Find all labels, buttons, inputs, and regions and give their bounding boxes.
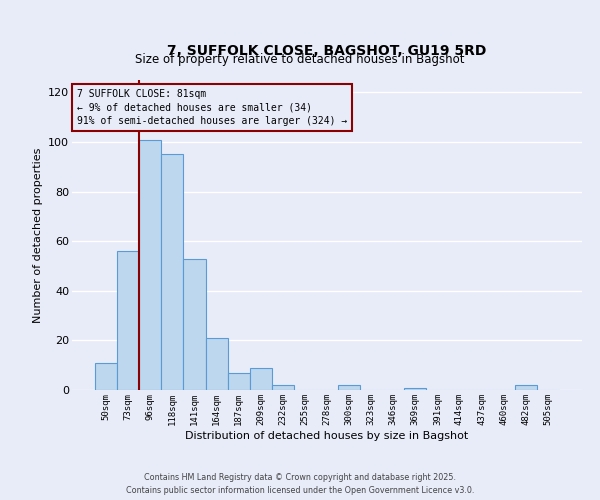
Bar	[206, 338, 227, 390]
Bar	[139, 140, 161, 390]
X-axis label: Distribution of detached houses by size in Bagshot: Distribution of detached houses by size …	[185, 430, 469, 440]
Bar	[184, 258, 206, 390]
Bar	[515, 385, 537, 390]
Bar	[272, 385, 294, 390]
Text: Size of property relative to detached houses in Bagshot: Size of property relative to detached ho…	[135, 52, 465, 66]
Bar	[161, 154, 184, 390]
Bar	[117, 251, 139, 390]
Title: 7, SUFFOLK CLOSE, BAGSHOT, GU19 5RD: 7, SUFFOLK CLOSE, BAGSHOT, GU19 5RD	[167, 44, 487, 58]
Bar	[338, 385, 360, 390]
Bar	[227, 372, 250, 390]
Y-axis label: Number of detached properties: Number of detached properties	[32, 148, 43, 322]
Text: Contains HM Land Registry data © Crown copyright and database right 2025.
Contai: Contains HM Land Registry data © Crown c…	[126, 474, 474, 495]
Text: 7 SUFFOLK CLOSE: 81sqm
← 9% of detached houses are smaller (34)
91% of semi-deta: 7 SUFFOLK CLOSE: 81sqm ← 9% of detached …	[77, 90, 347, 126]
Bar	[95, 362, 117, 390]
Bar	[404, 388, 427, 390]
Bar	[250, 368, 272, 390]
